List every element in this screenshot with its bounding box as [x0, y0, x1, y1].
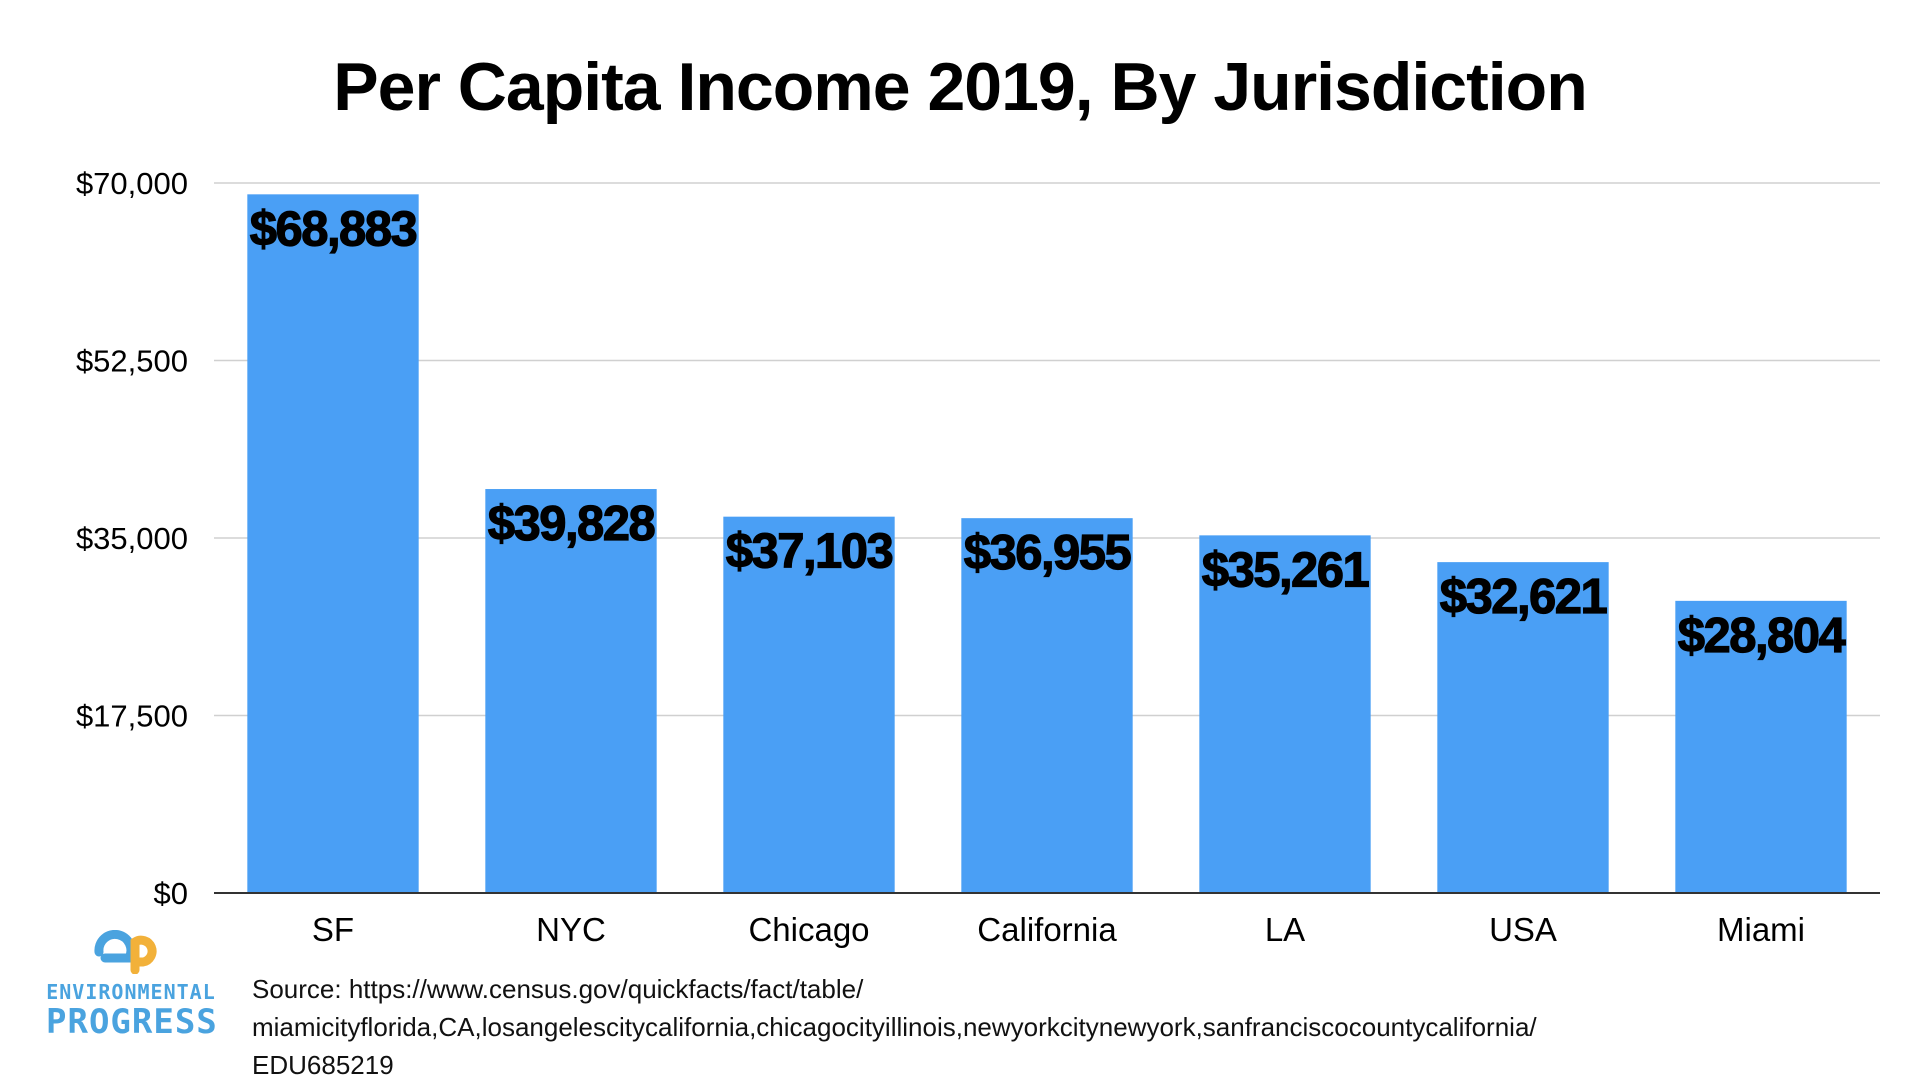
y-tick-label: $70,000 [76, 166, 188, 201]
bars [247, 194, 1847, 893]
bar [1199, 535, 1371, 893]
source-line-3: EDU685219 [252, 1050, 394, 1080]
x-tick-label: SF [312, 911, 354, 948]
source-line-1: Source: https://www.census.gov/quickfact… [252, 974, 864, 1004]
bar [1675, 600, 1847, 893]
data-label: $28,804 [1678, 609, 1846, 663]
bar [485, 489, 657, 893]
y-tick-label: $0 [154, 876, 188, 911]
y-tick-label: $35,000 [76, 521, 188, 556]
x-tick-label: LA [1265, 911, 1305, 948]
data-label: $32,621 [1440, 570, 1607, 624]
category-labels: SF NYC Chicago California LA USA Miami [312, 911, 1805, 948]
bar [1437, 562, 1609, 893]
x-tick-label: USA [1489, 911, 1557, 948]
logo-text-progress: PROGRESS [46, 1002, 218, 1042]
bar [247, 194, 419, 893]
data-label: $35,261 [1202, 543, 1369, 597]
environmental-progress-logo: ENVIRONMENTAL PROGRESS [46, 930, 218, 1050]
bar [961, 518, 1133, 893]
y-axis-ticks: $0 $17,500 $35,000 $52,500 $70,000 [76, 166, 188, 911]
bar [723, 516, 895, 893]
x-tick-label: California [977, 911, 1117, 948]
data-label: $37,103 [726, 525, 893, 579]
source-line-2: miamicityflorida,CA,losangelescitycalifo… [252, 1012, 1537, 1042]
source-note: Source: https://www.census.gov/quickfact… [252, 970, 1812, 1084]
data-label: $36,955 [964, 526, 1131, 580]
logo-text-environmental: ENVIRONMENTAL [46, 980, 216, 1004]
x-tick-label: NYC [536, 911, 606, 948]
chart-title: Per Capita Income 2019, By Jurisdiction [333, 49, 1587, 125]
y-tick-label: $52,500 [76, 344, 188, 379]
data-label: $68,883 [250, 202, 417, 256]
x-tick-label: Chicago [748, 911, 869, 948]
y-tick-label: $17,500 [76, 699, 188, 734]
data-labels: $68,883 $39,828 $37,103 $36,955 $35,261 $32,6… [249, 202, 1848, 664]
x-tick-label: Miami [1717, 911, 1805, 948]
ep-logo-icon [94, 930, 157, 974]
data-label: $39,828 [488, 497, 655, 551]
